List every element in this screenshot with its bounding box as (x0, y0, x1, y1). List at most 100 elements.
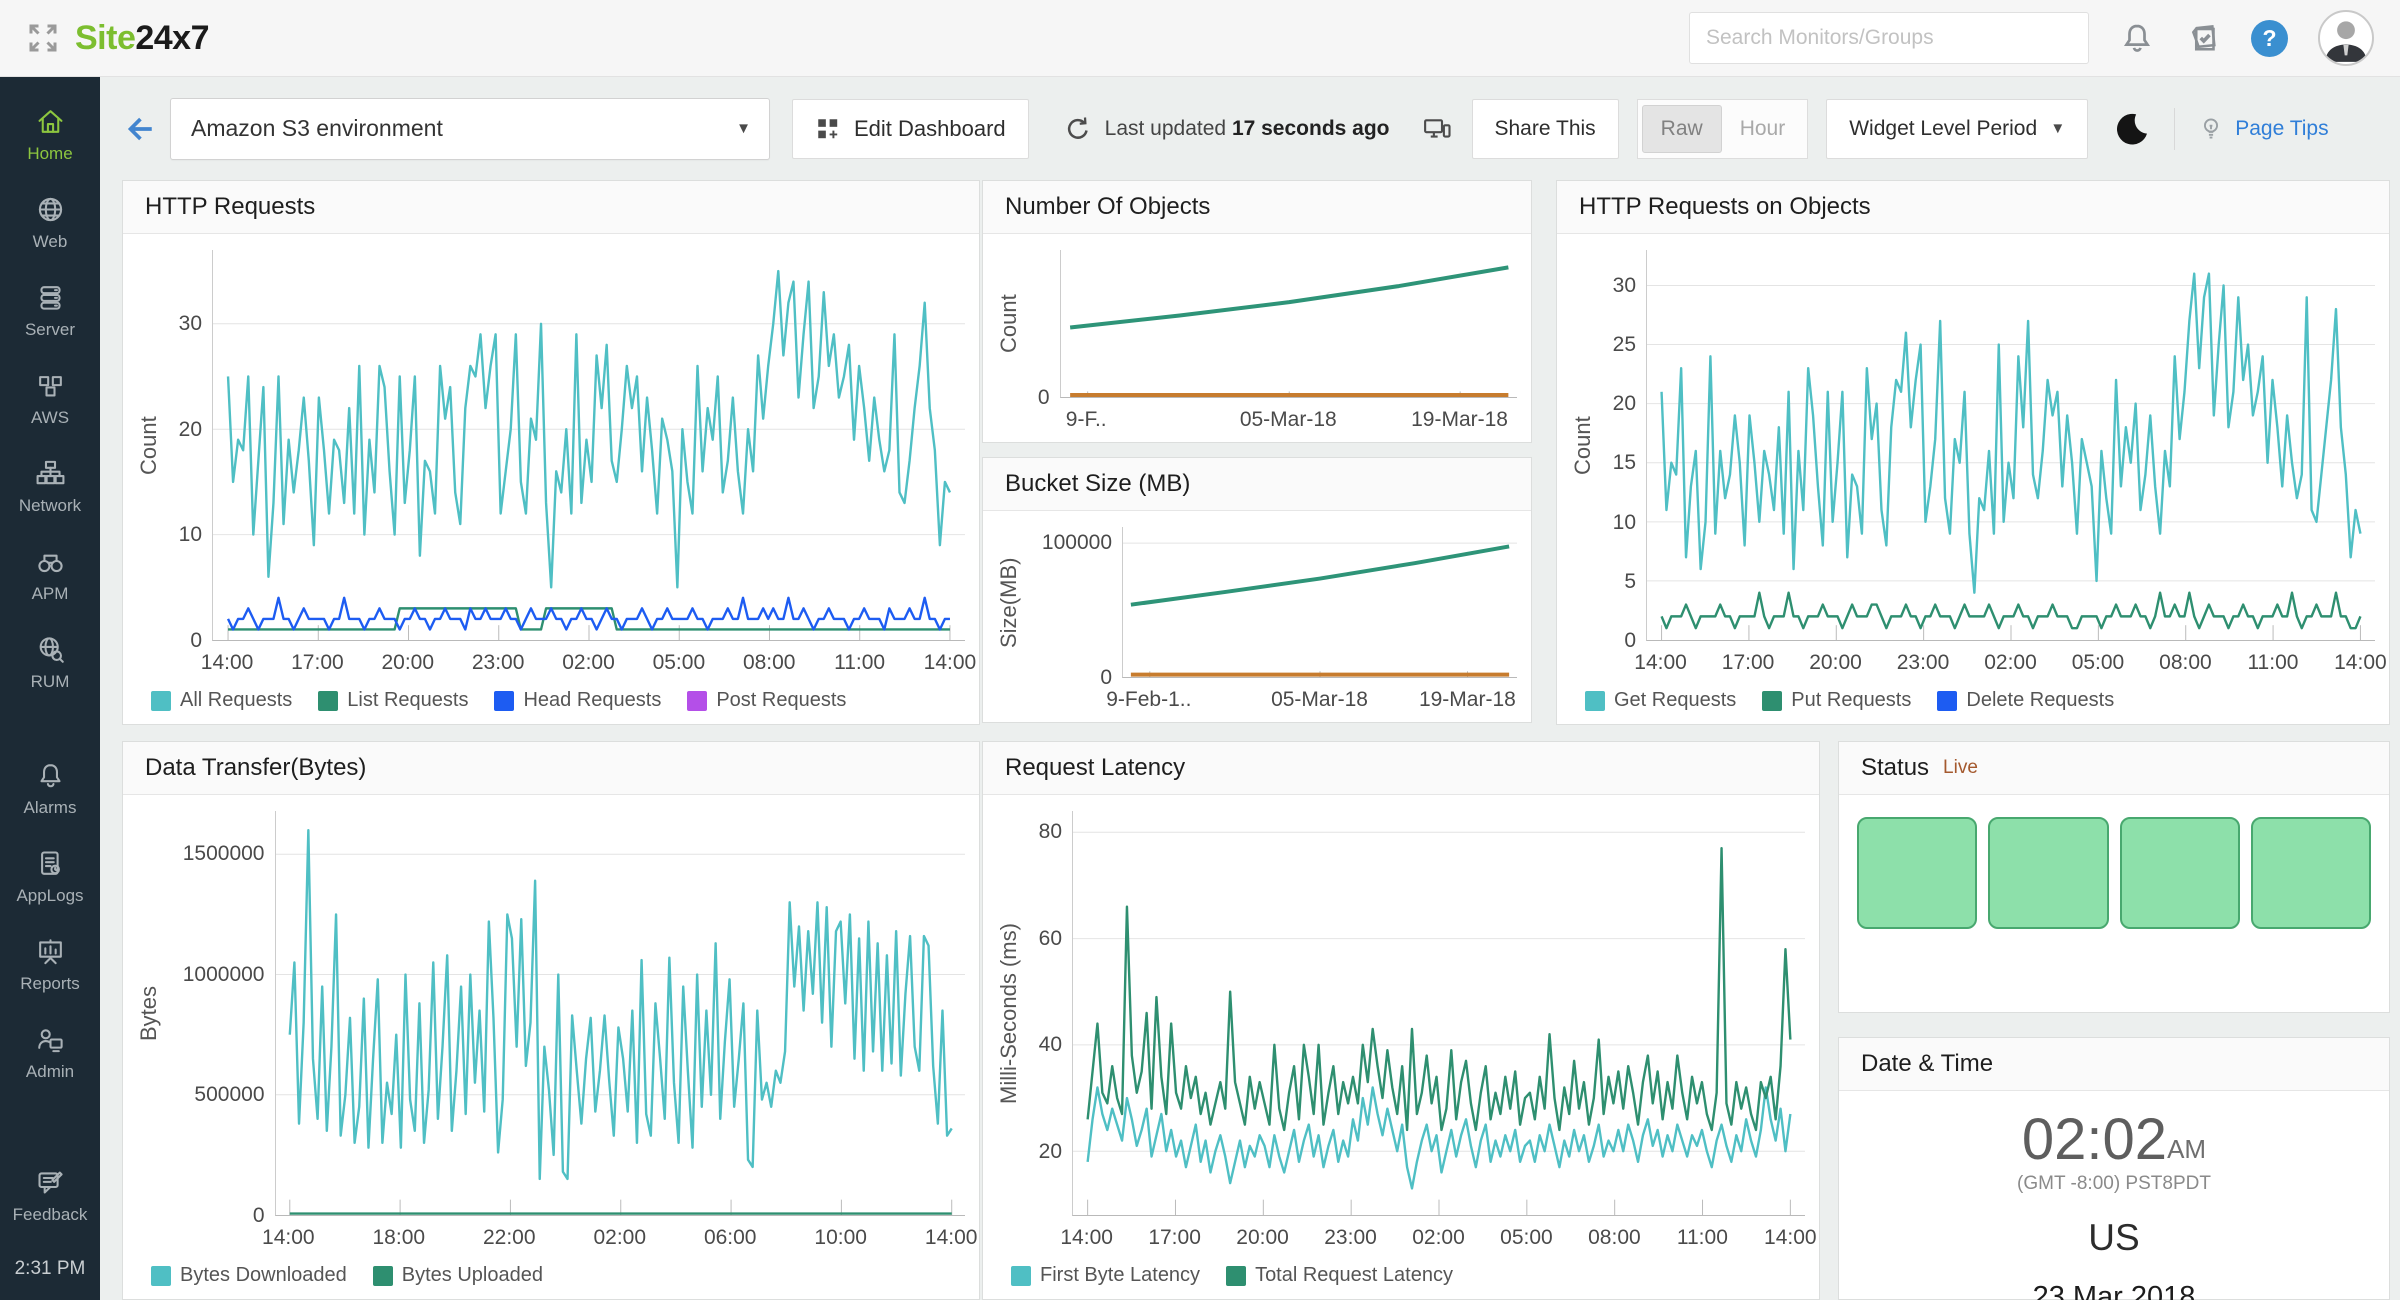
status-monitor-box[interactable] (2251, 817, 2371, 929)
x-tick-label: 18:00 (373, 1226, 426, 1250)
widget-date-time: Date & Time 02:02 AM (GMT -8:00) PST8PDT… (1838, 1037, 2390, 1300)
aws-cubes-icon (35, 370, 66, 401)
widget-title: HTTP Requests (145, 193, 315, 221)
sidebar-item-aws[interactable]: AWS (0, 355, 100, 443)
status-monitor-box[interactable] (1857, 817, 1977, 929)
sidebar-item-feedback[interactable]: Feedback (0, 1152, 100, 1240)
sidebar-item-rum[interactable]: RUM (0, 619, 100, 707)
sidebar-item-applogs[interactable]: AppLogs (0, 833, 100, 921)
dark-mode-moon-icon[interactable] (2112, 109, 2152, 149)
share-this-button[interactable]: Share This (1472, 99, 1619, 159)
help-icon[interactable]: ? (2251, 20, 2288, 57)
widget-data-transfer: Data Transfer(Bytes) Bytes05000001000000… (122, 741, 980, 1300)
legend-item-post-requests[interactable]: Post Requests (687, 689, 846, 712)
legend-item-total-request-latency[interactable]: Total Request Latency (1226, 1264, 1453, 1287)
edit-dashboard-button[interactable]: Edit Dashboard (792, 99, 1029, 159)
legend-item-put-requests[interactable]: Put Requests (1762, 689, 1911, 712)
x-tick-label: 11:00 (834, 651, 885, 675)
home-icon (35, 106, 66, 137)
page-tips-button[interactable]: Page Tips (2197, 115, 2328, 143)
sidebar-item-web[interactable]: Web (0, 179, 100, 267)
devices-icon[interactable] (1422, 114, 1452, 144)
logo: Site24x7 (0, 19, 209, 58)
edit-dashboard-label: Edit Dashboard (854, 116, 1006, 142)
y-axis-label: Size(MB) (991, 527, 1027, 678)
back-arrow-icon[interactable] (122, 112, 156, 146)
refresh-icon[interactable] (1063, 114, 1093, 144)
y-tick-label: 10 (1613, 511, 1636, 535)
legend-swatch (1011, 1266, 1031, 1286)
notifications-bell-icon[interactable] (2119, 20, 2155, 56)
y-axis-label: Count (991, 250, 1027, 398)
sidebar-item-home[interactable]: Home (0, 91, 100, 179)
timezone-label: (GMT -8:00) PST8PDT (2017, 1173, 2211, 1195)
series-line-get-requests (1662, 274, 2361, 593)
sidebar-item-reports[interactable]: Reports (0, 921, 100, 1009)
sidebar-item-network[interactable]: Network (0, 443, 100, 531)
chart-plot-area (1646, 250, 2375, 641)
widget-level-period-select[interactable]: Widget Level Period ▼ (1826, 99, 2088, 159)
legend-item-get-requests[interactable]: Get Requests (1585, 689, 1736, 712)
legend-label: First Byte Latency (1040, 1264, 1200, 1287)
y-tick-label: 1500000 (183, 842, 265, 866)
widget-title: Number Of Objects (1005, 193, 1210, 221)
legend-label: Delete Requests (1966, 689, 2114, 712)
series-line-bucket-size (1131, 546, 1509, 604)
status-monitor-box[interactable] (1988, 817, 2108, 929)
chevron-down-icon: ▼ (2050, 120, 2065, 137)
globe-magnifier-icon (35, 634, 66, 665)
sidebar-item-admin[interactable]: Admin (0, 1009, 100, 1097)
legend-label: List Requests (347, 689, 468, 712)
series-line-object-count (1070, 267, 1508, 327)
y-tick-label: 15 (1613, 451, 1636, 475)
y-tick-label: 25 (1613, 333, 1636, 357)
y-tick-label: 60 (1039, 927, 1062, 951)
x-tick-label: 05-Mar-18 (1271, 688, 1368, 712)
sidebar-item-alarms[interactable]: Alarms (0, 745, 100, 833)
toggle-option-hour[interactable]: Hour (1722, 105, 1804, 153)
x-tick-label: 20:00 (1809, 651, 1862, 675)
legend-item-bytes-downloaded[interactable]: Bytes Downloaded (151, 1264, 347, 1287)
legend-swatch (494, 691, 514, 711)
server-icon (35, 282, 66, 313)
x-tick-label: 02:00 (593, 1226, 646, 1250)
legend-item-first-byte-latency[interactable]: First Byte Latency (1011, 1264, 1200, 1287)
toggle-option-raw[interactable]: Raw (1642, 105, 1722, 153)
dashboard-selector-value: Amazon S3 environment (191, 115, 443, 142)
x-tick-label: 19-Mar-18 (1419, 688, 1516, 712)
x-tick-label: 02:00 (1412, 1226, 1465, 1250)
x-tick-label: 17:00 (291, 651, 344, 675)
legend-item-head-requests[interactable]: Head Requests (494, 689, 661, 712)
widget-status: Status Live (1838, 741, 2390, 1013)
sidebar-item-apm[interactable]: APM (0, 531, 100, 619)
dashboard-selector[interactable]: Amazon S3 environment ▼ (170, 98, 770, 160)
sidebar-clock: 2:31 PM (15, 1240, 86, 1300)
widget-level-period-label: Widget Level Period (1849, 117, 2037, 141)
legend-item-list-requests[interactable]: List Requests (318, 689, 468, 712)
grid-plus-icon (815, 116, 841, 142)
expand-icon[interactable] (25, 20, 61, 56)
x-tick-label: 14:00 (201, 651, 254, 675)
tasks-icon[interactable] (2185, 20, 2221, 56)
chart-legend: All Requests List Requests Head Requests Po… (131, 679, 965, 718)
x-tick-label: 14:00 (1060, 1226, 1113, 1250)
widget-title: Date & Time (1861, 1050, 1993, 1078)
series-line-total-request-latency (1088, 848, 1791, 1130)
y-tick-label: 80 (1039, 820, 1062, 844)
x-tick-label: 06:00 (704, 1226, 757, 1250)
legend-item-all-requests[interactable]: All Requests (151, 689, 292, 712)
status-monitor-box[interactable] (2120, 817, 2240, 929)
sidebar-item-label: AppLogs (16, 886, 83, 906)
search-input[interactable] (1689, 12, 2089, 64)
widget-request-latency: Request Latency Milli-Seconds (ms)204060… (982, 741, 1820, 1300)
legend-item-delete-requests[interactable]: Delete Requests (1937, 689, 2114, 712)
share-this-label: Share This (1495, 117, 1596, 141)
y-axis-label: Count (1565, 250, 1601, 641)
avatar[interactable] (2318, 10, 2374, 66)
x-tick-label: 14:00 (925, 1226, 978, 1250)
legend-item-bytes-uploaded[interactable]: Bytes Uploaded (373, 1264, 543, 1287)
legend-swatch (151, 691, 171, 711)
sidebar-item-server[interactable]: Server (0, 267, 100, 355)
y-tick-label: 0 (190, 629, 202, 653)
page-tips-label: Page Tips (2235, 117, 2328, 141)
